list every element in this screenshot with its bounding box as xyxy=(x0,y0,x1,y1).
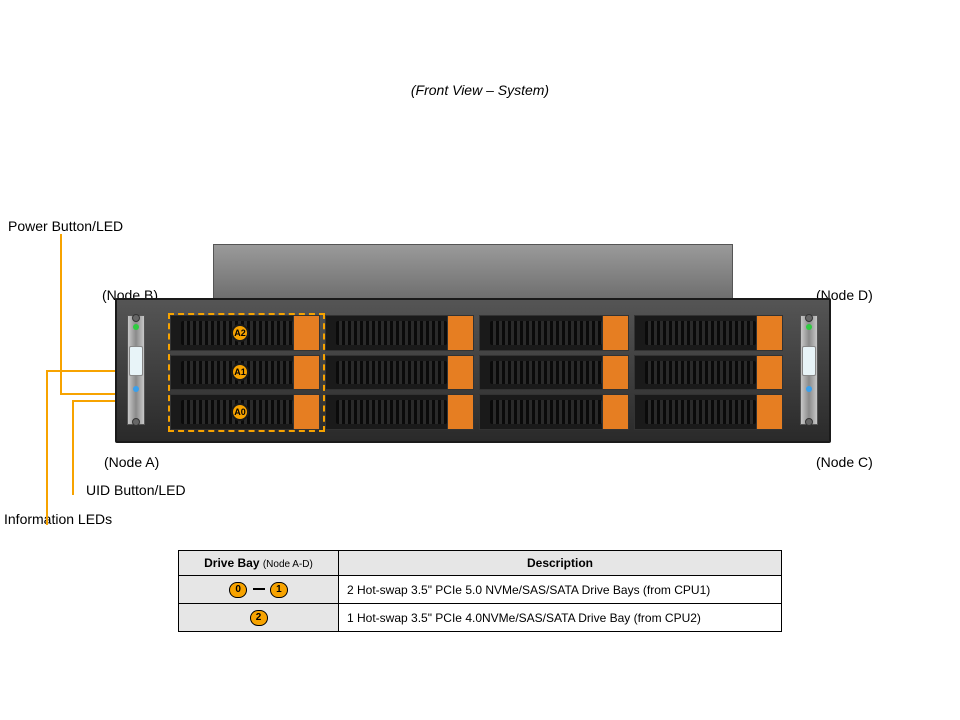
bay-badge: A2 xyxy=(231,324,249,342)
table-row: 2 1 Hot-swap 3.5" PCIe 4.0NVMe/SAS/SATA … xyxy=(179,604,782,632)
drive-bay: A2 xyxy=(170,315,320,351)
drive-bay: A0 xyxy=(170,394,320,430)
label-node-a: (Node A) xyxy=(104,454,159,470)
leader-line xyxy=(72,400,74,495)
drive-bay xyxy=(479,315,629,351)
vendor-badge xyxy=(802,346,816,376)
power-led-icon xyxy=(133,324,139,330)
drive-bay xyxy=(634,315,784,351)
drive-bay: A1 xyxy=(170,355,320,391)
vendor-badge xyxy=(129,346,143,376)
table-header: Description xyxy=(339,551,782,576)
rack-ear-left xyxy=(127,315,145,425)
bay-index-pill: 1 xyxy=(270,582,288,598)
chassis-top xyxy=(213,244,733,298)
drive-bay-grid: A2 A1 A0 xyxy=(170,315,783,430)
range-dash-icon xyxy=(253,588,265,590)
drive-bay xyxy=(325,315,475,351)
label-uid: UID Button/LED xyxy=(86,482,186,498)
label-node-c: (Node C) xyxy=(816,454,873,470)
label-information-leds: Information LEDs xyxy=(4,511,112,527)
bay-badge: A0 xyxy=(231,403,249,421)
drive-bay xyxy=(325,355,475,391)
table-cell: 0 1 xyxy=(179,576,339,604)
table-header: Drive Bay (Node A-D) xyxy=(179,551,339,576)
figure-title: (Front View – System) xyxy=(0,82,960,98)
drive-bay xyxy=(479,394,629,430)
rack-ear-right xyxy=(800,315,818,425)
drive-bay xyxy=(325,394,475,430)
table-cell: 1 Hot-swap 3.5" PCIe 4.0NVMe/SAS/SATA Dr… xyxy=(339,604,782,632)
table-cell: 2 xyxy=(179,604,339,632)
label-power: Power Button/LED xyxy=(8,218,123,234)
bay-index-pill: 2 xyxy=(250,610,268,626)
drive-bay-table: Drive Bay (Node A-D) Description 0 1 2 H… xyxy=(178,550,782,632)
power-led-icon xyxy=(806,324,812,330)
table-cell: 2 Hot-swap 3.5" PCIe 5.0 NVMe/SAS/SATA D… xyxy=(339,576,782,604)
leader-line xyxy=(46,370,48,525)
uid-led-icon xyxy=(133,386,139,392)
uid-led-icon xyxy=(806,386,812,392)
drive-bay xyxy=(634,355,784,391)
bay-badge: A1 xyxy=(231,363,249,381)
drive-bay xyxy=(634,394,784,430)
drive-bay xyxy=(479,355,629,391)
table-row: 0 1 2 Hot-swap 3.5" PCIe 5.0 NVMe/SAS/SA… xyxy=(179,576,782,604)
bay-index-pill: 0 xyxy=(229,582,247,598)
